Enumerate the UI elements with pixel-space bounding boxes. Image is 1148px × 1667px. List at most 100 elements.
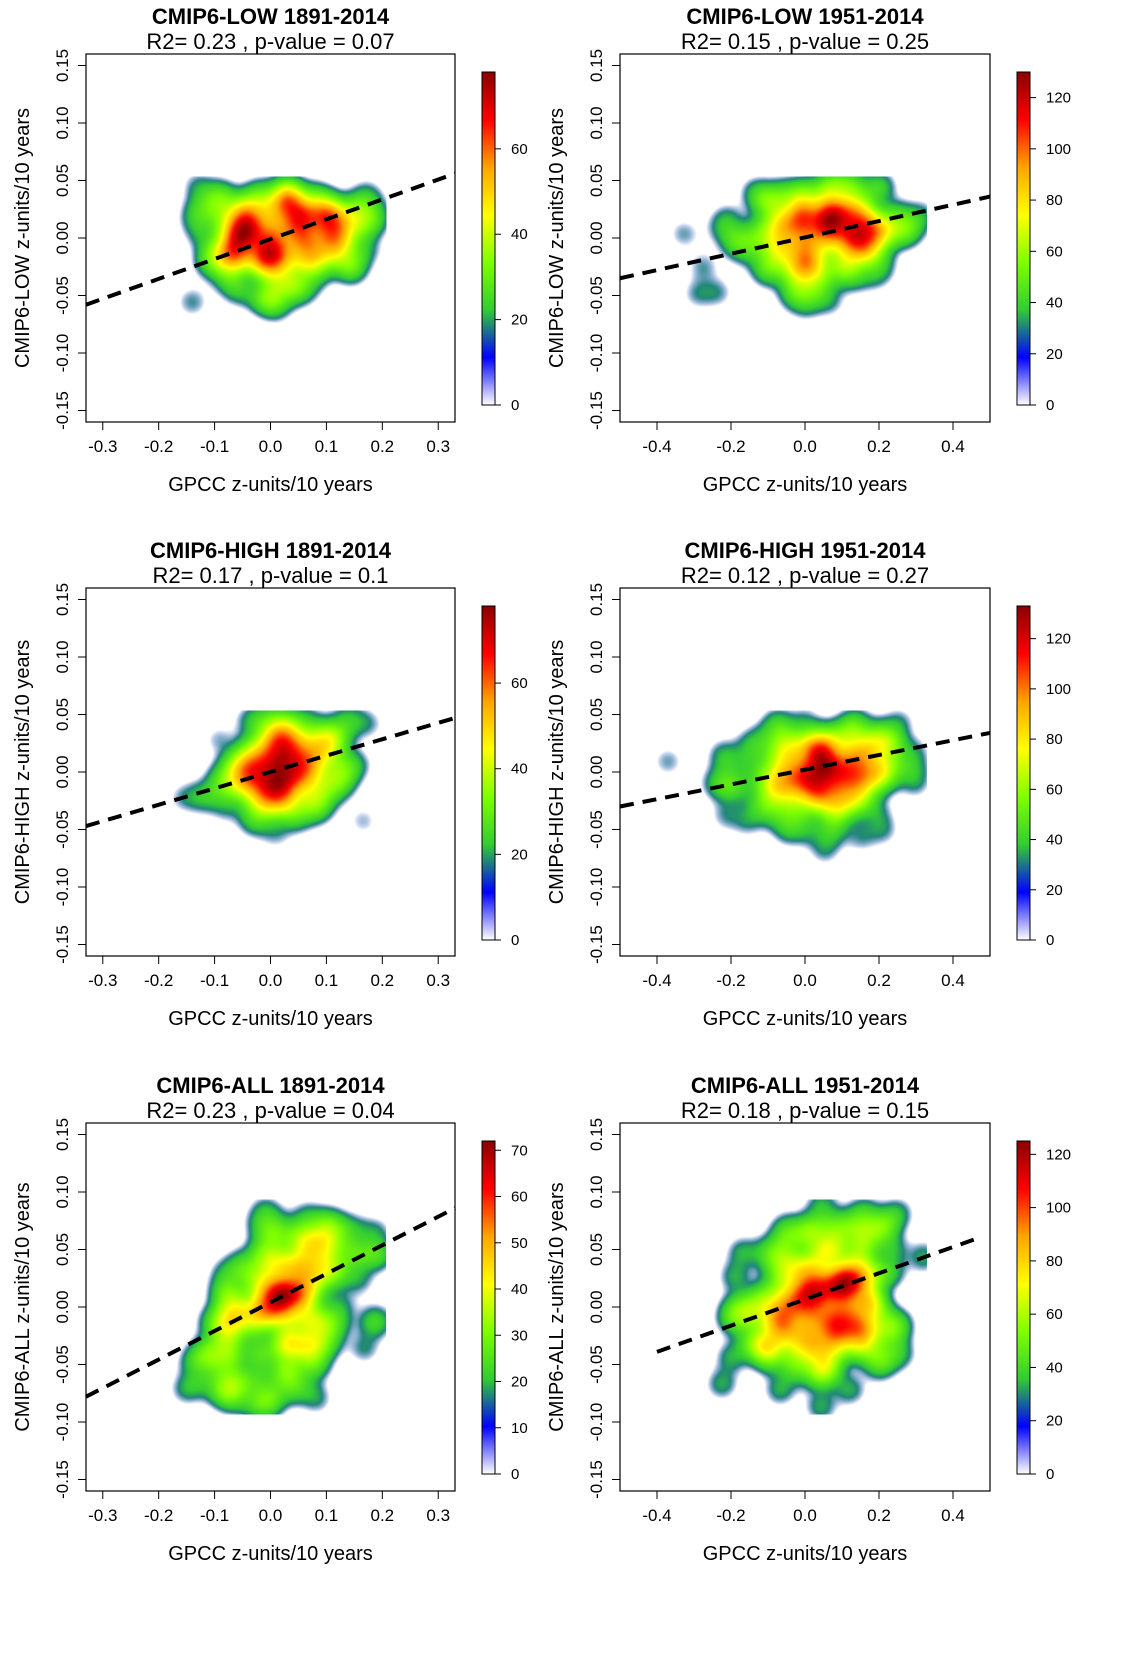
density-heatmap bbox=[653, 176, 927, 323]
chart-title: CMIP6-ALL 1951-2014 bbox=[691, 1073, 920, 1098]
colorbar-tick-label: 60 bbox=[1046, 1306, 1063, 1323]
x-axis-label: GPCC z-units/10 years bbox=[703, 1543, 908, 1565]
x-tick-label: 0.1 bbox=[315, 971, 339, 990]
y-tick-label: -0.05 bbox=[53, 810, 72, 849]
y-tick-label: 0.10 bbox=[587, 640, 606, 673]
y-tick-label: 0.05 bbox=[53, 698, 72, 731]
regression-line bbox=[619, 730, 991, 809]
y-axis-label: CMIP6-HIGH z-units/10 years bbox=[12, 640, 34, 905]
x-tick-label: -0.4 bbox=[642, 971, 671, 990]
x-tick-label: -0.3 bbox=[88, 1506, 117, 1525]
y-axis-label: CMIP6-LOW z-units/10 years bbox=[12, 108, 34, 368]
y-axis-label: CMIP6-HIGH z-units/10 years bbox=[546, 640, 568, 905]
y-tick-label: 0.00 bbox=[53, 755, 72, 788]
y-tick-label: 0.10 bbox=[587, 106, 606, 139]
y-tick-label: -0.15 bbox=[53, 391, 72, 430]
y-tick-label: 0.10 bbox=[53, 1175, 72, 1208]
y-tick-label: 0.15 bbox=[53, 583, 72, 616]
colorbar-tick-label: 0 bbox=[511, 932, 519, 949]
chart-title: CMIP6-HIGH 1891-2014 bbox=[150, 538, 392, 563]
y-tick-label: 0.15 bbox=[587, 1118, 606, 1151]
x-tick-label: 0.3 bbox=[426, 437, 450, 456]
chart-subtitle: R2= 0.12 , p-value = 0.27 bbox=[681, 563, 929, 588]
y-tick-label: -0.05 bbox=[587, 276, 606, 315]
colorbar-tick-label: 120 bbox=[1046, 90, 1071, 107]
x-tick-label: 0.2 bbox=[867, 1506, 891, 1525]
y-tick-label: 0.05 bbox=[587, 1233, 606, 1266]
density-heatmap bbox=[143, 176, 387, 323]
colorbar-tick-label: 60 bbox=[511, 141, 528, 158]
y-tick-label: -0.15 bbox=[587, 925, 606, 964]
chart-subtitle: R2= 0.15 , p-value = 0.25 bbox=[681, 29, 929, 54]
x-tick-label: 0.2 bbox=[370, 1506, 394, 1525]
x-axis-label: GPCC z-units/10 years bbox=[168, 1008, 373, 1030]
colorbar-tick-label: 60 bbox=[511, 675, 528, 692]
regression-line bbox=[85, 171, 456, 307]
x-tick-label: 0.0 bbox=[259, 971, 283, 990]
y-axis-label: CMIP6-ALL z-units/10 years bbox=[546, 1182, 568, 1431]
y-tick-label: -0.05 bbox=[587, 810, 606, 849]
y-tick-label: 0.00 bbox=[53, 1290, 72, 1323]
x-tick-label: 0.4 bbox=[941, 437, 965, 456]
y-tick-label: -0.05 bbox=[587, 1345, 606, 1384]
x-tick-label: 0.4 bbox=[941, 971, 965, 990]
y-tick-label: 0.00 bbox=[587, 221, 606, 254]
y-tick-label: -0.10 bbox=[53, 334, 72, 373]
y-tick-label: 0.15 bbox=[587, 583, 606, 616]
x-tick-label: 0.0 bbox=[793, 1506, 817, 1525]
chart-subtitle: R2= 0.23 , p-value = 0.04 bbox=[146, 1098, 394, 1123]
y-tick-label: -0.10 bbox=[53, 868, 72, 907]
x-tick-label: 0.2 bbox=[370, 437, 394, 456]
colorbar-tick-label: 20 bbox=[511, 1374, 528, 1391]
chart-subtitle: R2= 0.17 , p-value = 0.1 bbox=[152, 563, 388, 588]
colorbar-tick-label: 40 bbox=[511, 226, 528, 243]
y-tick-label: -0.15 bbox=[587, 1460, 606, 1499]
x-tick-label: 0.1 bbox=[315, 1506, 339, 1525]
colorbar-tick-label: 60 bbox=[1046, 243, 1063, 260]
colorbar-tick-label: 40 bbox=[511, 1281, 528, 1298]
colorbar-tick-label: 50 bbox=[511, 1235, 528, 1252]
x-tick-label: -0.2 bbox=[716, 437, 745, 456]
y-tick-label: 0.05 bbox=[53, 164, 72, 197]
colorbar-tick-label: 20 bbox=[511, 312, 528, 329]
y-tick-label: 0.15 bbox=[53, 49, 72, 82]
x-tick-label: 0.1 bbox=[315, 437, 339, 456]
x-tick-label: -0.2 bbox=[716, 1506, 745, 1525]
y-axis-label: CMIP6-LOW z-units/10 years bbox=[546, 108, 568, 368]
y-tick-label: 0.10 bbox=[53, 640, 72, 673]
y-tick-label: 0.00 bbox=[587, 755, 606, 788]
chart-title: CMIP6-LOW 1951-2014 bbox=[686, 4, 924, 29]
y-tick-label: -0.05 bbox=[53, 1345, 72, 1384]
colorbar-tick-label: 120 bbox=[1046, 631, 1071, 648]
y-tick-label: 0.15 bbox=[587, 49, 606, 82]
regression-line bbox=[656, 1237, 976, 1354]
colorbar-tick-label: 40 bbox=[1046, 832, 1063, 849]
y-tick-label: -0.15 bbox=[53, 1460, 72, 1499]
chart-title: CMIP6-HIGH 1951-2014 bbox=[685, 538, 927, 563]
colorbar-tick-label: 0 bbox=[1046, 397, 1054, 414]
x-tick-label: 0.2 bbox=[370, 971, 394, 990]
x-tick-label: -0.2 bbox=[144, 1506, 173, 1525]
colorbar-tick-label: 100 bbox=[1046, 141, 1071, 158]
colorbar-tick-label: 10 bbox=[511, 1420, 528, 1437]
chart-title: CMIP6-ALL 1891-2014 bbox=[156, 1073, 385, 1098]
y-tick-label: 0.10 bbox=[53, 106, 72, 139]
y-tick-label: -0.05 bbox=[53, 276, 72, 315]
colorbar-tick-label: 100 bbox=[1046, 681, 1071, 698]
regression-line bbox=[619, 194, 991, 281]
colorbar bbox=[1016, 1140, 1031, 1475]
x-tick-label: -0.2 bbox=[144, 971, 173, 990]
colorbar-tick-label: 0 bbox=[1046, 932, 1054, 949]
x-axis-label: GPCC z-units/10 years bbox=[703, 474, 908, 496]
x-tick-label: 0.3 bbox=[426, 1506, 450, 1525]
colorbar-tick-label: 60 bbox=[511, 1189, 528, 1206]
y-tick-label: 0.05 bbox=[53, 1233, 72, 1266]
y-tick-label: -0.10 bbox=[587, 868, 606, 907]
colorbar-tick-label: 70 bbox=[511, 1142, 528, 1159]
density-heatmap bbox=[653, 1199, 927, 1415]
